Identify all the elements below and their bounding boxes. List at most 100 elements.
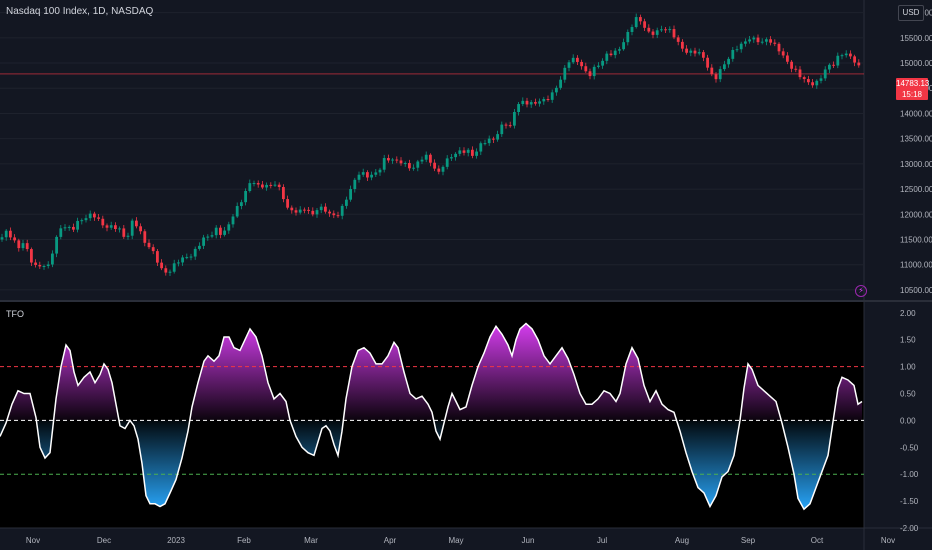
candle-body bbox=[332, 213, 336, 216]
candle-body bbox=[412, 167, 415, 169]
candle-body bbox=[122, 228, 126, 237]
time-tick-label: Sep bbox=[741, 536, 756, 545]
candle-body bbox=[513, 112, 516, 126]
candle-body bbox=[30, 249, 33, 263]
candle-body bbox=[504, 124, 508, 126]
candle-body bbox=[231, 216, 235, 225]
candle-body bbox=[534, 102, 537, 104]
candle-body bbox=[630, 27, 634, 32]
candle-body bbox=[177, 262, 180, 264]
candle-body bbox=[93, 213, 96, 218]
candle-body bbox=[227, 224, 231, 231]
candle-body bbox=[592, 66, 596, 77]
candle-body bbox=[17, 240, 21, 249]
candle-body bbox=[584, 66, 588, 72]
tfo-tick-label: -0.50 bbox=[900, 443, 919, 452]
candle-body bbox=[303, 209, 306, 211]
tfo-tick-label: 1.50 bbox=[900, 336, 916, 345]
time-tick-label: Apr bbox=[384, 536, 397, 545]
candle-body bbox=[840, 55, 844, 57]
candle-body bbox=[9, 230, 12, 238]
candle-body bbox=[706, 57, 709, 68]
candle-body bbox=[59, 228, 63, 237]
candle-body bbox=[483, 143, 487, 145]
candle-body bbox=[605, 53, 609, 61]
time-axis[interactable]: Nov Dec 2023 Feb Mar Apr May Jun Jul Aug Sep Oct Nov bbox=[26, 536, 895, 545]
lightning-alert-icon[interactable]: ⚡ bbox=[855, 285, 867, 297]
candle-body bbox=[466, 149, 470, 153]
time-tick-label: Jul bbox=[597, 536, 607, 545]
candle-body bbox=[777, 43, 781, 52]
candle-body bbox=[46, 264, 50, 266]
time-tick-label: Oct bbox=[811, 536, 824, 545]
candle-body bbox=[76, 220, 79, 230]
candle-body bbox=[307, 209, 310, 211]
candle-body bbox=[668, 29, 672, 31]
candle-body bbox=[815, 80, 819, 86]
time-tick-label: Jun bbox=[522, 536, 535, 545]
time-tick-label: Nov bbox=[881, 536, 895, 545]
candle-body bbox=[802, 77, 806, 80]
candle-body bbox=[437, 168, 441, 172]
candle-body bbox=[697, 52, 701, 54]
candle-body bbox=[248, 183, 252, 191]
price-tick-label: 14000.00 bbox=[900, 109, 932, 118]
candle-body bbox=[286, 199, 289, 208]
candle-body bbox=[849, 53, 852, 57]
candle-body bbox=[748, 39, 751, 42]
candle-body bbox=[424, 154, 428, 160]
tfo-tick-label: 2.00 bbox=[900, 309, 916, 318]
time-tick-label: Dec bbox=[97, 536, 111, 545]
candle-body bbox=[828, 64, 831, 70]
candle-body bbox=[189, 256, 193, 258]
tfo-tick-label: 0.00 bbox=[900, 416, 916, 425]
candle-body bbox=[462, 150, 466, 153]
candle-body bbox=[324, 206, 327, 212]
candle-body bbox=[298, 209, 302, 213]
candle-body bbox=[219, 227, 222, 235]
candle-body bbox=[156, 251, 159, 263]
candle-body bbox=[660, 29, 663, 31]
price-pane-bg bbox=[0, 0, 932, 300]
candle-body bbox=[168, 271, 172, 273]
candle-body bbox=[458, 150, 462, 154]
price-tick-label: 13000.00 bbox=[900, 160, 932, 169]
candle-body bbox=[769, 39, 772, 43]
candle-body bbox=[0, 237, 4, 240]
candle-body bbox=[340, 205, 344, 216]
candle-body bbox=[781, 51, 785, 56]
candle-body bbox=[294, 210, 298, 213]
candle-body bbox=[336, 215, 340, 217]
tfo-tick-label: 0.50 bbox=[900, 389, 916, 398]
indicator-title[interactable]: TFO bbox=[6, 309, 24, 319]
candle-body bbox=[395, 159, 399, 161]
candle-body bbox=[857, 62, 861, 66]
candle-body bbox=[387, 158, 390, 161]
candle-body bbox=[676, 37, 680, 42]
candle-body bbox=[563, 67, 567, 80]
currency-badge[interactable]: USD bbox=[898, 5, 924, 21]
candle-body bbox=[454, 153, 457, 158]
candle-body bbox=[479, 143, 483, 152]
tfo-tick-label: -1.50 bbox=[900, 497, 919, 506]
candle-body bbox=[357, 174, 361, 180]
candle-body bbox=[718, 69, 722, 80]
candle-body bbox=[429, 154, 432, 163]
candle-body bbox=[723, 64, 726, 70]
symbol-title[interactable]: Nasdaq 100 Index, 1D, NASDAQ bbox=[6, 6, 154, 17]
price-tick-label: 15500.00 bbox=[900, 34, 932, 43]
candle-body bbox=[399, 160, 403, 164]
candle-body bbox=[664, 29, 667, 31]
price-tick-label: 11500.00 bbox=[900, 235, 932, 244]
candle-body bbox=[609, 53, 613, 56]
candle-body bbox=[559, 79, 562, 88]
candle-body bbox=[765, 39, 768, 42]
price-tick-label: 11000.00 bbox=[900, 261, 932, 270]
candle-body bbox=[206, 236, 210, 238]
candle-body bbox=[235, 206, 239, 217]
tfo-axis[interactable]: 2.00 1.50 1.00 0.50 0.00 -0.50 -1.00 -1.50 -2.00 bbox=[900, 309, 919, 533]
candle-body bbox=[126, 235, 130, 237]
candle-body bbox=[21, 243, 25, 249]
candle-body bbox=[760, 41, 764, 43]
